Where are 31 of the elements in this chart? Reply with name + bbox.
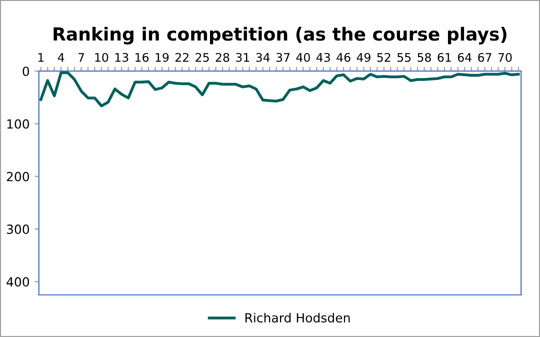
x-tick-label: 58 <box>418 52 431 62</box>
y-tick-label: 400 <box>6 277 30 287</box>
x-tick-label: 64 <box>458 52 472 62</box>
x-tick-label: 22 <box>175 52 188 62</box>
y-tick-label: 100 <box>7 119 30 129</box>
x-tick-label: 40 <box>296 52 310 62</box>
x-tick-label: 37 <box>276 52 290 62</box>
x-tick-label: 46 <box>336 52 350 62</box>
x-tick-label: 61 <box>438 52 451 62</box>
y-tick-label: 0 <box>22 66 30 76</box>
chart-title: Ranking in competition (as the course plays) <box>54 26 506 44</box>
x-tick-label: 31 <box>236 52 250 62</box>
x-tick-label: 28 <box>216 52 230 62</box>
x-tick-label: 34 <box>256 52 270 62</box>
x-tick-label: 52 <box>377 52 390 62</box>
x-tick-label: 55 <box>397 53 411 62</box>
x-tick-label: 7 <box>78 53 84 62</box>
x-tick-label: 1 <box>38 53 44 62</box>
x-tick-label: 25 <box>196 52 209 62</box>
x-tick-label: 67 <box>478 52 492 62</box>
x-tick-label: 19 <box>156 52 169 62</box>
x-tick-label: 49 <box>356 52 370 62</box>
x-tick-label: 10 <box>95 52 108 62</box>
y-tick-label: 200 <box>6 172 30 182</box>
x-tick-label: 70 <box>498 52 512 62</box>
legend-label: Richard Hodsden <box>245 312 350 323</box>
x-tick-label: 16 <box>136 52 149 62</box>
x-tick-label: 13 <box>115 52 128 62</box>
y-tick-label: 300 <box>6 224 30 234</box>
x-tick-label: 43 <box>316 52 330 62</box>
x-tick-label: 4 <box>58 53 64 62</box>
